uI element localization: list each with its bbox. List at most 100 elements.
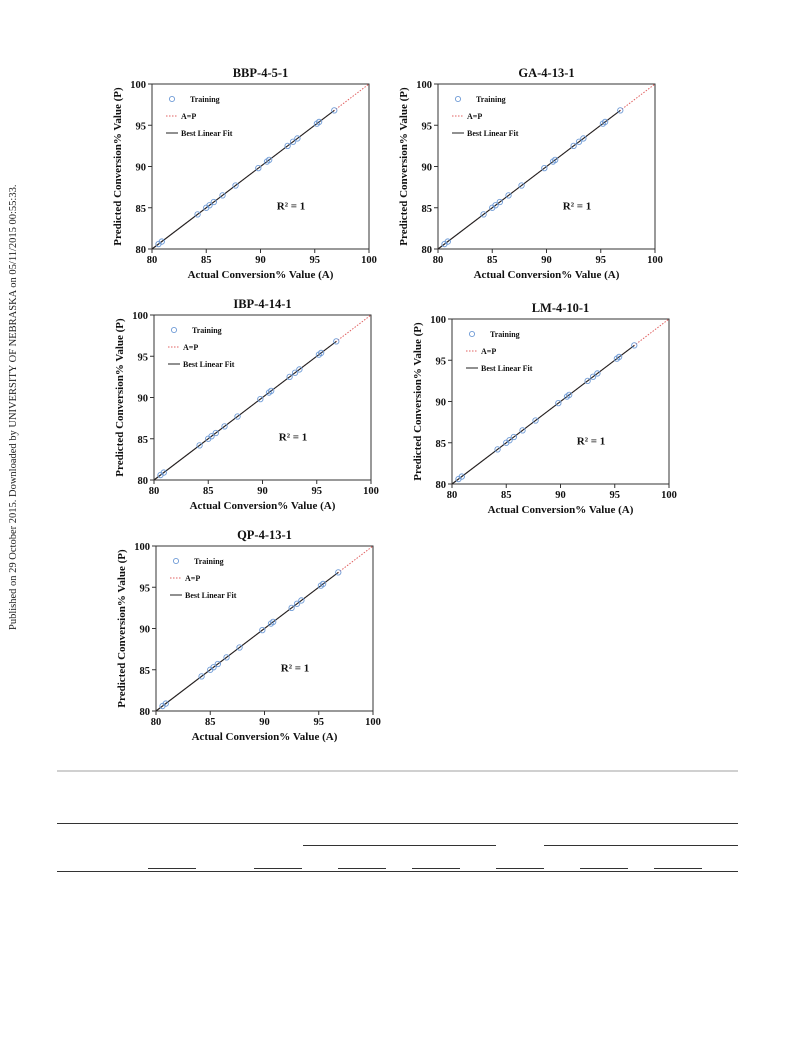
training-point — [518, 182, 525, 189]
table-col-rule — [412, 868, 460, 869]
training-point — [631, 342, 638, 349]
training-point — [255, 165, 262, 172]
y-tick-label: 85 — [136, 204, 147, 215]
training-point — [296, 366, 303, 373]
chart-ibp-4-14-1: IBP-4-14-1 80 85 90 95 100 80 85 90 95 100 Actual C… — [102, 293, 402, 518]
x-axis-label: Actual Conversion% Value (A) — [188, 269, 334, 281]
training-point — [444, 238, 451, 245]
y-axis-label: Predicted Conversion% Value (P) — [116, 549, 128, 708]
chart-svg: QP-4-13-1 80 85 90 95 100 80 85 90 95 100 Actual Co… — [116, 528, 381, 743]
x-tick-label: 100 — [661, 490, 677, 501]
legend-marker-training — [170, 326, 178, 334]
training-point — [288, 604, 295, 612]
training-point — [206, 202, 213, 209]
x-tick-label: 95 — [312, 486, 323, 497]
table-group-rule-left — [303, 845, 496, 846]
legend-label-fit: Best Linear Fit — [481, 364, 533, 373]
y-tick-label: 90 — [436, 398, 447, 409]
x-tick-label: 85 — [487, 255, 498, 266]
y-tick-label: 85 — [422, 204, 433, 215]
chart-ga-4-13-1: GA-4-13-1 80 85 90 95 100 80 85 90 95 100 Actual Co… — [386, 62, 686, 287]
training-point — [234, 413, 241, 420]
training-point — [552, 156, 559, 164]
training-point — [492, 202, 499, 209]
training-point — [319, 580, 327, 588]
training-point — [584, 377, 591, 385]
x-tick-label: 85 — [501, 490, 512, 501]
chart-svg: LM-4-10-1 80 85 90 95 100 80 85 90 95 100 Actual Co… — [412, 301, 677, 516]
x-tick-label: 100 — [365, 717, 381, 728]
training-point — [236, 644, 243, 651]
r-squared-annotation: R² = 1 — [281, 662, 310, 674]
x-tick-label: 80 — [151, 717, 162, 728]
legend-label-ap: A=P — [183, 343, 198, 352]
y-tick-label: 100 — [430, 315, 446, 326]
table-col-rule — [338, 868, 386, 869]
chart-title: IBP-4-14-1 — [233, 297, 291, 311]
training-point — [510, 433, 517, 441]
legend-marker-training — [454, 95, 462, 103]
training-point — [196, 442, 203, 449]
training-point — [506, 437, 513, 444]
training-point — [284, 142, 291, 150]
training-point — [286, 373, 293, 381]
x-tick-label: 100 — [647, 255, 663, 266]
r-squared-annotation: R² = 1 — [277, 200, 306, 212]
legend-marker-training — [468, 330, 476, 338]
x-axis-label: Actual Conversion% Value (A) — [192, 731, 338, 743]
x-tick-label: 80 — [447, 490, 458, 501]
training-point — [210, 198, 217, 206]
chart-qp-4-13-1: QP-4-13-1 80 85 90 95 100 80 85 90 95 100 Actual Co… — [104, 524, 404, 749]
legend-label-training: Training — [190, 95, 220, 104]
y-tick-label: 85 — [140, 666, 151, 677]
training-point — [532, 417, 539, 424]
training-point — [214, 660, 221, 668]
chart-title: BBP-4-5-1 — [233, 66, 289, 80]
training-point — [289, 138, 297, 145]
training-point — [594, 370, 601, 377]
legend-label-fit: Best Linear Fit — [467, 129, 519, 138]
training-point — [291, 369, 299, 376]
x-tick-label: 95 — [314, 717, 325, 728]
legend-label-training: Training — [476, 95, 506, 104]
legend-label-fit: Best Linear Fit — [181, 129, 233, 138]
training-point — [555, 400, 562, 407]
training-point — [519, 427, 526, 434]
training-point — [315, 118, 323, 126]
y-tick-label: 95 — [140, 583, 151, 594]
y-tick-label: 90 — [422, 163, 433, 174]
training-point — [257, 396, 264, 403]
training-point — [580, 135, 587, 142]
training-point — [208, 433, 215, 440]
x-tick-label: 100 — [363, 486, 379, 497]
training-point — [480, 211, 487, 218]
legend-label-training: Training — [490, 330, 520, 339]
r-squared-annotation: R² = 1 — [577, 435, 606, 447]
y-tick-label: 95 — [138, 352, 149, 363]
x-tick-label: 90 — [259, 717, 270, 728]
chart-lm-4-10-1: LM-4-10-1 80 85 90 95 100 80 85 90 95 100 Actual Co… — [400, 297, 700, 522]
training-point — [210, 664, 217, 671]
training-point — [617, 107, 624, 114]
legend-label-fit: Best Linear Fit — [183, 360, 235, 369]
training-point — [219, 192, 226, 199]
download-sidebar: Published on 29 October 2015. Downloaded… — [0, 0, 26, 1039]
training-point — [335, 569, 342, 576]
training-point — [541, 165, 548, 172]
training-point — [223, 654, 230, 661]
legend-label-ap: A=P — [467, 112, 482, 121]
training-point — [575, 138, 583, 145]
chart-svg: IBP-4-14-1 80 85 90 95 100 80 85 90 95 100 Actual C… — [114, 297, 379, 512]
chart-title: QP-4-13-1 — [237, 528, 292, 542]
x-tick-label: 95 — [310, 255, 321, 266]
training-point — [298, 597, 305, 604]
x-tick-label: 85 — [205, 717, 216, 728]
y-tick-label: 100 — [132, 311, 148, 322]
y-axis-label: Predicted Conversion% Value (P) — [398, 87, 410, 246]
x-tick-label: 90 — [555, 490, 566, 501]
x-axis-label: Actual Conversion% Value (A) — [190, 500, 336, 512]
y-tick-label: 85 — [436, 439, 447, 450]
training-point — [331, 107, 338, 114]
x-tick-label: 100 — [361, 255, 377, 266]
best-fit-line — [451, 344, 635, 485]
